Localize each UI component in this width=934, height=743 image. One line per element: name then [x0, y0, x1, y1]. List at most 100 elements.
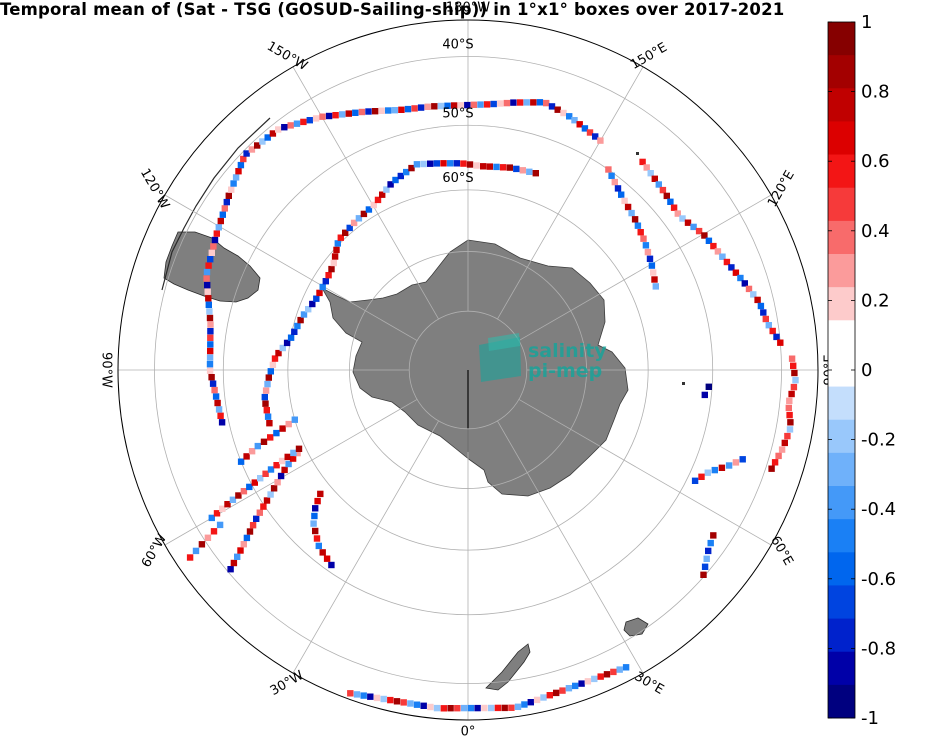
colorbar-swatch [828, 22, 855, 56]
data-cell [481, 704, 488, 712]
data-cell [285, 460, 292, 468]
data-cell [312, 115, 320, 122]
colorbar-tick-label: -1 [861, 708, 879, 729]
south-america-landmass [163, 231, 261, 303]
data-cell [208, 514, 215, 522]
data-cell [624, 203, 632, 211]
data-cell [391, 107, 398, 114]
colorbar-swatch [828, 585, 855, 619]
data-cell [249, 522, 257, 529]
data-cell [371, 108, 379, 115]
data-cell [216, 521, 224, 529]
data-cell [274, 479, 281, 486]
data-cell [464, 101, 471, 109]
data-cell [229, 496, 237, 503]
data-cell [586, 129, 594, 136]
colorbar-swatch [828, 254, 855, 288]
colorbar-swatch [828, 287, 855, 321]
data-cell [218, 419, 226, 426]
data-cell [339, 111, 346, 118]
data-cell [646, 255, 654, 262]
data-cell [400, 699, 407, 706]
data-cell [592, 133, 599, 140]
data-cell [650, 269, 657, 276]
data-cell [212, 393, 220, 400]
data-cell [536, 99, 544, 106]
data-cell [281, 124, 288, 131]
data-cell [433, 704, 441, 712]
data-cell [710, 532, 717, 539]
data-cell [483, 101, 491, 108]
data-cell [757, 302, 765, 310]
data-cell [246, 528, 254, 535]
longitude-label: 180°W [446, 1, 490, 16]
data-cell [235, 168, 242, 175]
data-cell [263, 407, 270, 414]
data-cell [254, 142, 261, 149]
data-cell [444, 102, 451, 109]
data-cell [703, 555, 710, 562]
data-cell [466, 161, 474, 168]
data-cell [786, 426, 794, 433]
colorbar-tick-label: -0.6 [861, 569, 896, 590]
data-cell [210, 243, 217, 250]
data-cell [267, 466, 275, 473]
data-cell [532, 170, 539, 177]
data-cell [572, 682, 579, 690]
data-cell [474, 704, 481, 712]
data-cell [651, 276, 658, 283]
colorbar-swatch [828, 486, 855, 520]
data-cell [407, 700, 414, 707]
data-cell [642, 242, 650, 249]
watermark-text: salinity [528, 340, 607, 362]
data-cell [198, 541, 206, 548]
data-cell [565, 685, 573, 692]
watermark-text: pi-mep [528, 360, 602, 382]
data-cell [215, 406, 223, 413]
data-cell [760, 309, 767, 316]
data-cell [732, 269, 740, 276]
data-cell [271, 355, 279, 362]
data-cell [750, 291, 757, 298]
data-cell [319, 283, 326, 291]
data-cell [278, 457, 286, 465]
data-cell [560, 109, 567, 117]
data-cell [440, 705, 447, 712]
longitude-label: 30°W [268, 668, 307, 699]
data-cell [701, 391, 708, 399]
data-cell [269, 130, 277, 137]
data-cell [358, 108, 366, 116]
data-cell [499, 164, 507, 171]
data-cell [433, 160, 440, 167]
data-cell [213, 510, 221, 517]
data-cell [616, 666, 623, 673]
new-zealand-landmass [485, 643, 531, 691]
data-cell [488, 704, 495, 712]
data-cell [655, 181, 662, 188]
land-layer [161, 117, 685, 691]
data-cell [765, 322, 772, 329]
data-cell [317, 490, 324, 498]
data-cell [267, 368, 274, 375]
data-cell [614, 185, 622, 192]
meridian-line [164, 194, 418, 341]
data-cell [248, 448, 256, 455]
meridian-line [518, 194, 772, 341]
data-cell [493, 163, 500, 171]
data-cell [322, 278, 329, 285]
data-cell [265, 374, 272, 381]
data-cell [450, 102, 458, 109]
data-cell [270, 485, 278, 492]
data-cell [275, 126, 282, 133]
data-cell [477, 101, 484, 108]
data-cell [621, 197, 628, 205]
data-cell [367, 693, 374, 700]
data-cell [207, 347, 214, 355]
data-cell [647, 170, 654, 177]
data-cell [246, 483, 253, 491]
data-cell [737, 274, 744, 282]
data-cell [611, 178, 618, 186]
data-cell [527, 699, 534, 706]
data-cell [206, 314, 214, 322]
data-cell [762, 315, 769, 323]
